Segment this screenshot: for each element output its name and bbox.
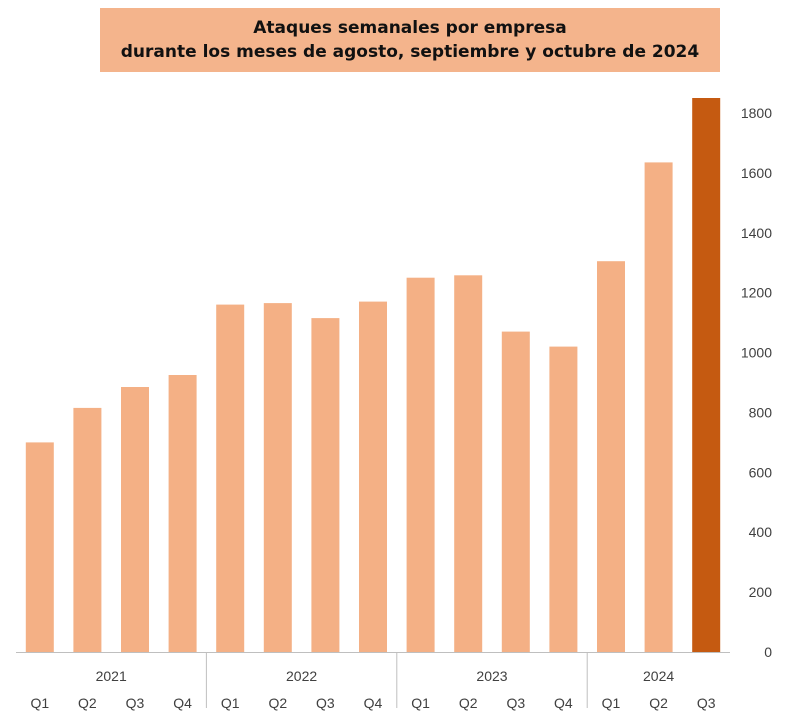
quarter-label: Q3 — [506, 695, 525, 711]
quarter-label: Q2 — [78, 695, 97, 711]
bar-q3-10 — [501, 331, 530, 652]
quarter-label: Q4 — [364, 695, 383, 711]
quarter-label: Q4 — [554, 695, 573, 711]
bar-q3-14 — [692, 98, 721, 652]
chart-title-line-1: Ataques semanales por empresa — [253, 18, 567, 38]
bar-q4-11 — [549, 346, 578, 652]
quarter-label: Q1 — [602, 695, 621, 711]
x-axis — [16, 652, 730, 708]
y-tick-label: 800 — [749, 404, 773, 420]
bar-q1-0 — [25, 442, 54, 652]
quarter-label: Q1 — [411, 695, 430, 711]
chart-title-box: Ataques semanales por empresa durante lo… — [100, 8, 720, 72]
y-tick-label: 1200 — [741, 285, 772, 301]
quarter-label: Q1 — [221, 695, 240, 711]
y-tick-label: 200 — [749, 584, 773, 600]
bar-q1-12 — [597, 261, 625, 652]
y-tick-label: 0 — [764, 644, 772, 660]
y-tick-label: 600 — [749, 464, 773, 480]
bar-q3-2 — [121, 387, 149, 652]
quarter-label: Q2 — [268, 695, 287, 711]
bar-q1-8 — [406, 277, 435, 652]
quarter-label: Q2 — [459, 695, 478, 711]
y-tick-label: 1000 — [741, 345, 772, 361]
bar-q3-6 — [311, 318, 340, 652]
bar-q4-7 — [359, 301, 387, 652]
quarter-label: Q3 — [126, 695, 145, 711]
year-label: 2022 — [286, 668, 317, 684]
year-label: 2024 — [643, 668, 674, 684]
x-axis-labels: 2021 2022 2023 2024 Q1 Q2 Q3 Q4 Q1 Q2 Q3 Q4 Q1 Q2 Q3 Q4… — [30, 668, 715, 711]
bar-q2-1 — [73, 407, 102, 652]
quarter-label: Q2 — [649, 695, 668, 711]
year-label: 2023 — [476, 668, 507, 684]
bar-q2-9 — [454, 275, 483, 652]
quarter-label: Q3 — [697, 695, 716, 711]
quarter-label: Q3 — [316, 695, 335, 711]
bar-q1-4 — [216, 304, 245, 652]
quarter-label: Q4 — [173, 695, 192, 711]
chart-title-line-2: durante los meses de agosto, septiembre … — [120, 42, 700, 62]
bar-q2-5 — [263, 303, 292, 652]
bar-q2-13 — [644, 162, 673, 652]
bar-q4-3 — [168, 375, 197, 652]
year-label: 2021 — [96, 668, 127, 684]
bars-group — [25, 98, 721, 652]
quarter-label: Q1 — [30, 695, 49, 711]
y-tick-label: 400 — [749, 524, 773, 540]
y-tick-label: 1400 — [741, 225, 772, 241]
y-tick-label: 1800 — [741, 105, 772, 121]
y-tick-label: 1600 — [741, 165, 772, 181]
y-axis-tick-labels: 0 200 400 600 800 1000 1200 1400 1600 1800 — [741, 105, 772, 660]
